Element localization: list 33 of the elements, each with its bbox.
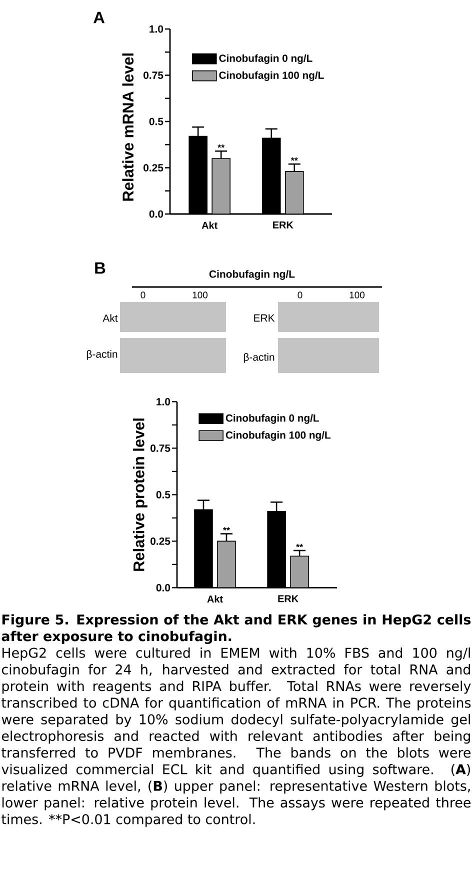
y-axis-title: Relative mRNA level: [122, 54, 134, 201]
text: Cinobufagin ng/L: [209, 270, 295, 280]
y-tick-label: 1.0: [156, 398, 170, 406]
y-tick-label: 0.5: [156, 491, 170, 498]
legend-label: Cinobufagin 0 ng/L: [226, 414, 319, 424]
text: β-actin: [86, 350, 118, 360]
chart-title: A: [94, 12, 105, 24]
legend-label: Cinobufagin 100 ng/L: [219, 71, 324, 82]
legend-label: Cinobufagin 100 ng/L: [226, 431, 330, 441]
legend-label: Cinobufagin 0 ng/L: [219, 54, 312, 64]
y-tick-label: 0.25: [150, 538, 170, 545]
y-tick-label: 0.75: [144, 72, 164, 79]
y-tick-label: 0.0: [149, 210, 164, 218]
y-tick-label: 0.0: [156, 584, 170, 592]
y-axis-title: Relative protein level: [133, 418, 148, 571]
text: 0: [140, 292, 146, 298]
y-tick-label: 1.0: [150, 25, 164, 33]
y-tick-label: 0.5: [149, 118, 164, 126]
annotation: **: [223, 527, 230, 530]
text: HepG2 cells were cultured in EMEM with 10% FBS and 100 ng/l cinobufagin for 24 h, harvested and extracted for total RNA and protein with reagents and RIPA buffer. Total RNAs were reversely transcribed to cDNA for quantification of mRNA in PCR. The proteins were separated by 10% sodium dodecyl sulfate-polyacrylamide gel electrophoresis and reacted with relevant antibodies after being transferred to PVDF membranes. The bands on the blots were visualized commercial ECL kit and quantified using software. (A) relative mRNA level, (B) upper panel: representative Western blots, lower panel: relative protein level. The assays were repeated three times. **P<0.01 compared to control.: [2, 647, 471, 827]
text: Akt: [102, 314, 118, 322]
text: β-actin: [244, 353, 274, 363]
text: Figure 5. Expression of the Akt and ERK genes in HepG2 cells after exposure to cinobufagin.: [2, 614, 471, 644]
text: 0: [298, 292, 302, 298]
text: ERK: [254, 314, 275, 322]
text: 100: [192, 292, 208, 298]
annotation: **: [218, 144, 225, 148]
annotation: **: [290, 157, 298, 161]
y-tick-label: 0.25: [144, 164, 164, 172]
y-tick-label: 0.75: [150, 444, 170, 452]
text: B: [95, 262, 106, 274]
text: 100: [350, 292, 365, 298]
annotation: **: [296, 544, 304, 548]
